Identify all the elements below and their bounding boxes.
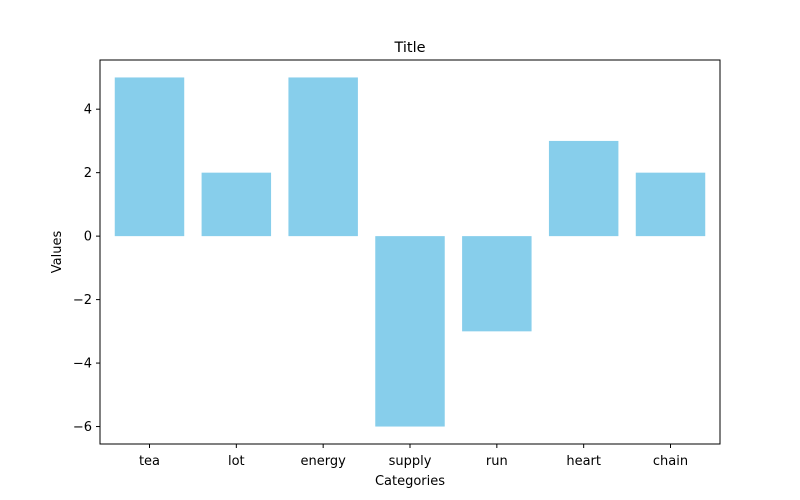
x-axis: tea lot energy supply run heart chain: [139, 444, 688, 469]
y-tick-label: −6: [73, 420, 92, 435]
x-tick-label: energy: [301, 454, 347, 469]
y-tick-label: 0: [84, 230, 92, 245]
x-tick-label: run: [486, 454, 508, 469]
x-tick-label: lot: [228, 454, 245, 469]
bar-supply: [375, 236, 445, 427]
bar-chain: [635, 172, 706, 237]
y-axis: −6 −4 −2 0 2 4: [73, 103, 100, 435]
bar-energy: [288, 77, 358, 237]
bars-group: [114, 77, 706, 427]
y-axis-label: Values: [50, 231, 65, 274]
x-axis-label: Categories: [375, 474, 445, 489]
bar-lot: [201, 172, 272, 237]
bar-heart: [548, 140, 619, 237]
bar-tea: [114, 77, 185, 237]
chart-title: Title: [393, 40, 425, 56]
y-tick-label: 4: [84, 103, 92, 118]
bar-run: [462, 236, 532, 332]
y-tick-label: −2: [73, 293, 92, 308]
x-tick-label: chain: [653, 454, 688, 469]
y-tick-label: −4: [73, 357, 92, 372]
x-tick-label: supply: [389, 454, 432, 469]
y-tick-label: 2: [84, 166, 92, 181]
x-tick-label: heart: [566, 454, 601, 469]
x-tick-label: tea: [139, 454, 160, 469]
